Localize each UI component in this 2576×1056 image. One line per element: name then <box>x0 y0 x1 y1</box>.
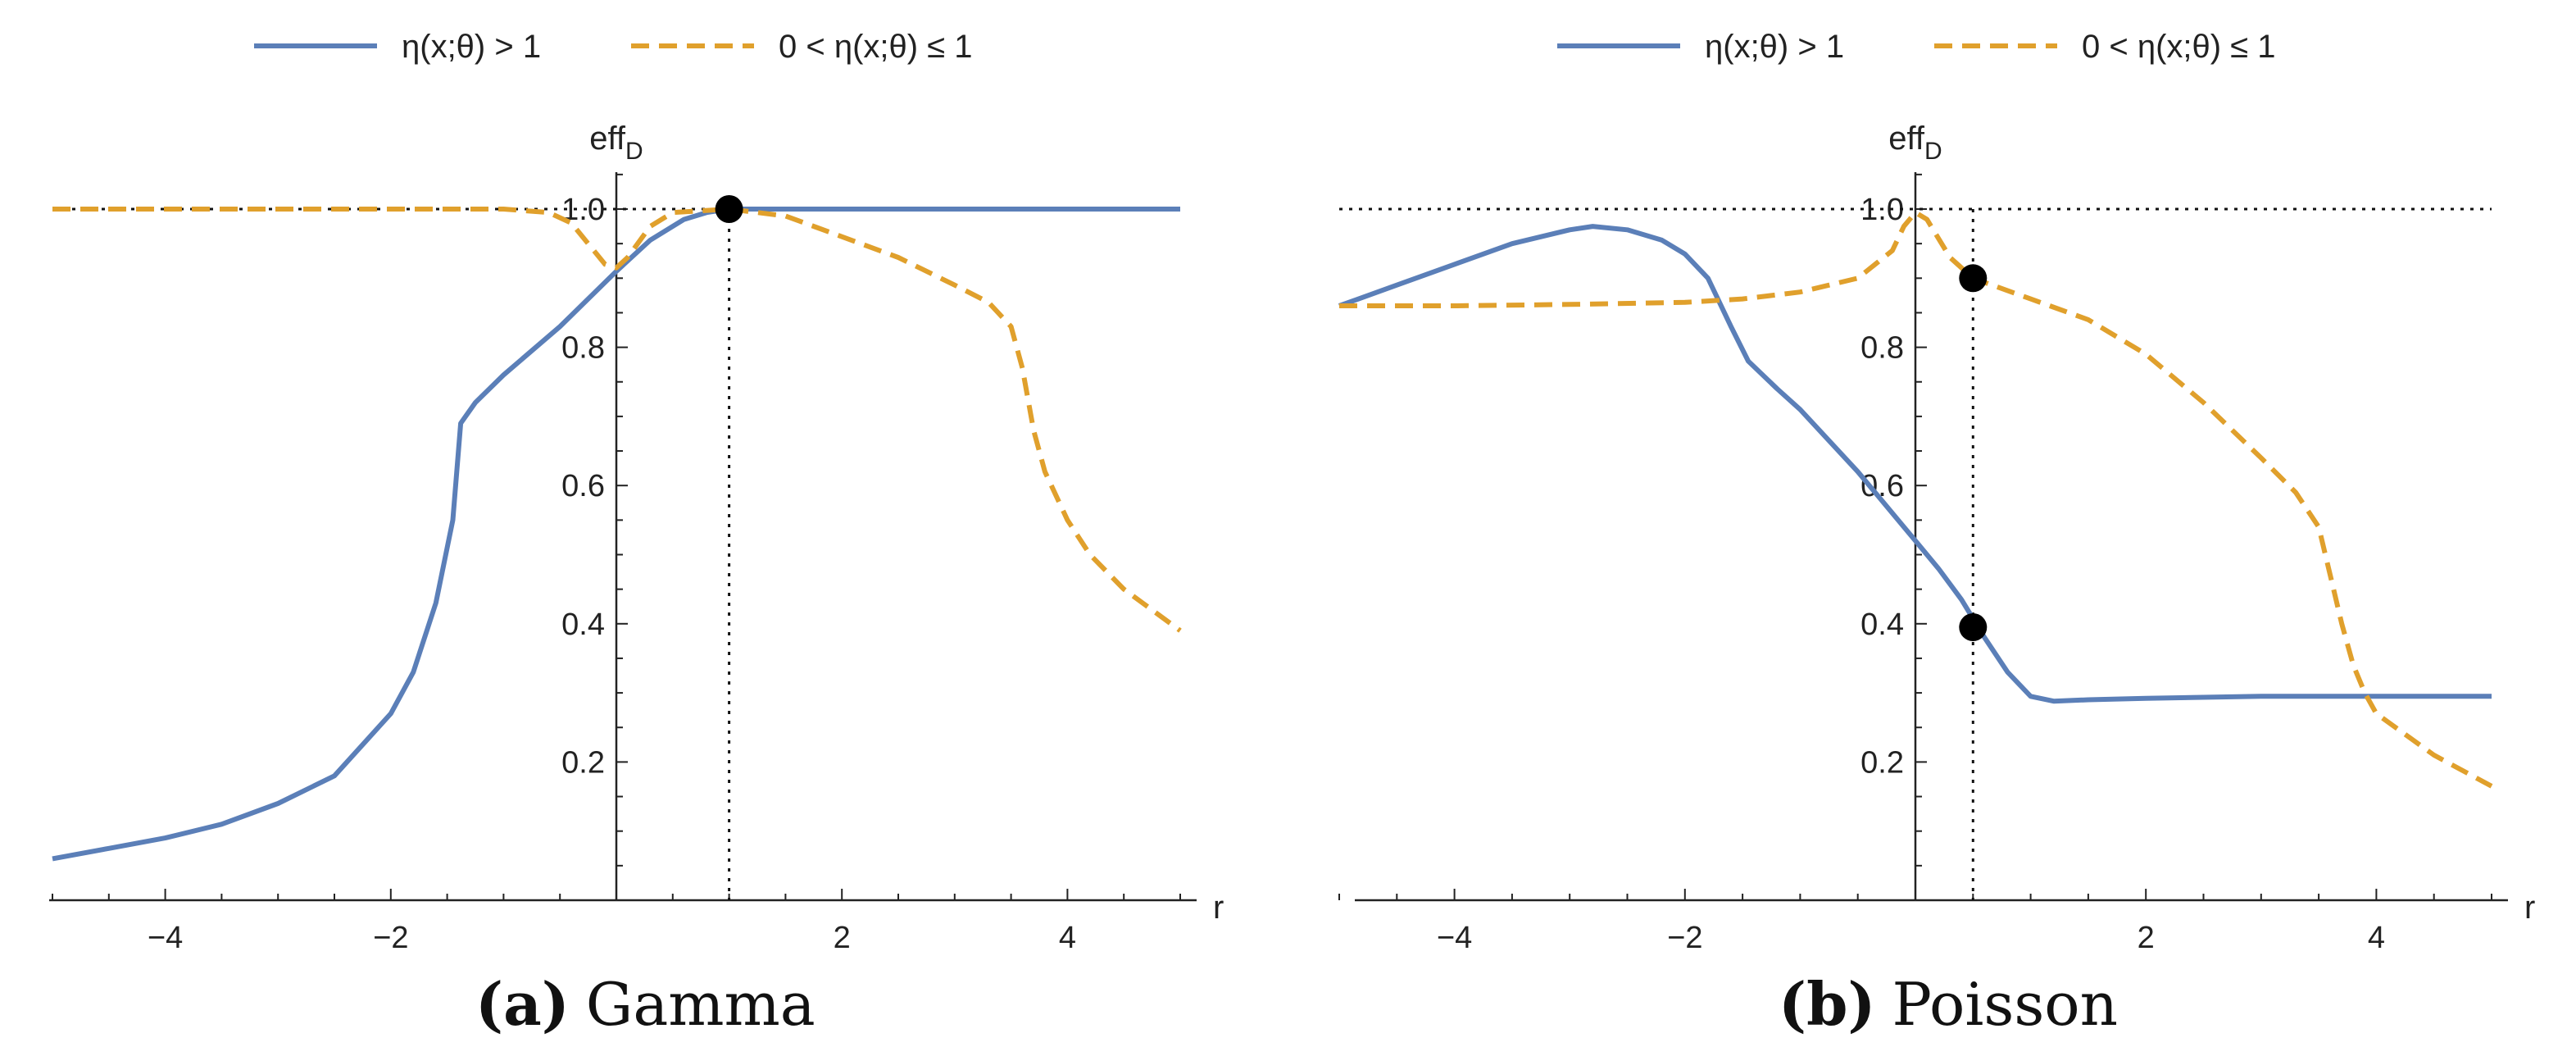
y-axis-label: effD <box>589 121 643 165</box>
series-line-dashed <box>1339 210 2493 789</box>
legend-label: η(x;θ) > 1 <box>1705 29 1844 65</box>
x-tick-label: −4 <box>148 921 183 955</box>
y-tick-label: 0.8 <box>1860 331 1904 366</box>
caption-label: (a) <box>475 969 570 1039</box>
legend-label: 0 < η(x;θ) ≤ 1 <box>779 29 973 65</box>
y-axis-label-sub: D <box>1924 138 1942 165</box>
x-axis-label: r <box>1213 890 1224 926</box>
x-tick-label: 2 <box>834 921 851 955</box>
y-tick-label: 0.4 <box>561 608 605 642</box>
y-axis-label: effD <box>1888 121 1942 165</box>
y-axis-label-main: eff <box>1888 121 1925 157</box>
x-tick-label: 2 <box>2138 921 2155 955</box>
caption-title: Poisson <box>1892 970 2118 1039</box>
y-tick-label: 0.4 <box>1860 608 1904 642</box>
y-axis-label-sub: D <box>625 138 643 165</box>
x-axis-label: r <box>2524 890 2535 926</box>
panel-caption: (b) Poisson <box>1779 969 2118 1039</box>
series-line-solid <box>52 207 1180 862</box>
legend-label: 0 < η(x;θ) ≤ 1 <box>2082 29 2276 65</box>
y-tick-label: 0.2 <box>561 745 605 780</box>
series-line-dashed <box>52 207 1182 633</box>
legend-label: η(x;θ) > 1 <box>402 29 541 65</box>
x-tick-label: −4 <box>1437 921 1472 955</box>
data-point-marker <box>1959 264 1988 293</box>
y-tick-label: 0.8 <box>561 331 605 366</box>
x-tick-label: 4 <box>2368 921 2385 955</box>
panel-caption: (a) Gamma <box>475 969 816 1039</box>
caption-label: (b) <box>1779 969 1875 1039</box>
caption-title: Gamma <box>586 970 816 1039</box>
x-tick-label: −2 <box>373 921 408 955</box>
series-line-solid <box>1338 224 2492 704</box>
y-axis-label-main: eff <box>589 121 626 157</box>
data-point-marker <box>715 195 743 223</box>
y-tick-label: 0.2 <box>1860 745 1904 780</box>
x-tick-label: −2 <box>1667 921 1702 955</box>
data-point-marker <box>1959 613 1988 642</box>
x-tick-label: 4 <box>1059 921 1076 955</box>
y-tick-label: 0.6 <box>561 469 605 503</box>
